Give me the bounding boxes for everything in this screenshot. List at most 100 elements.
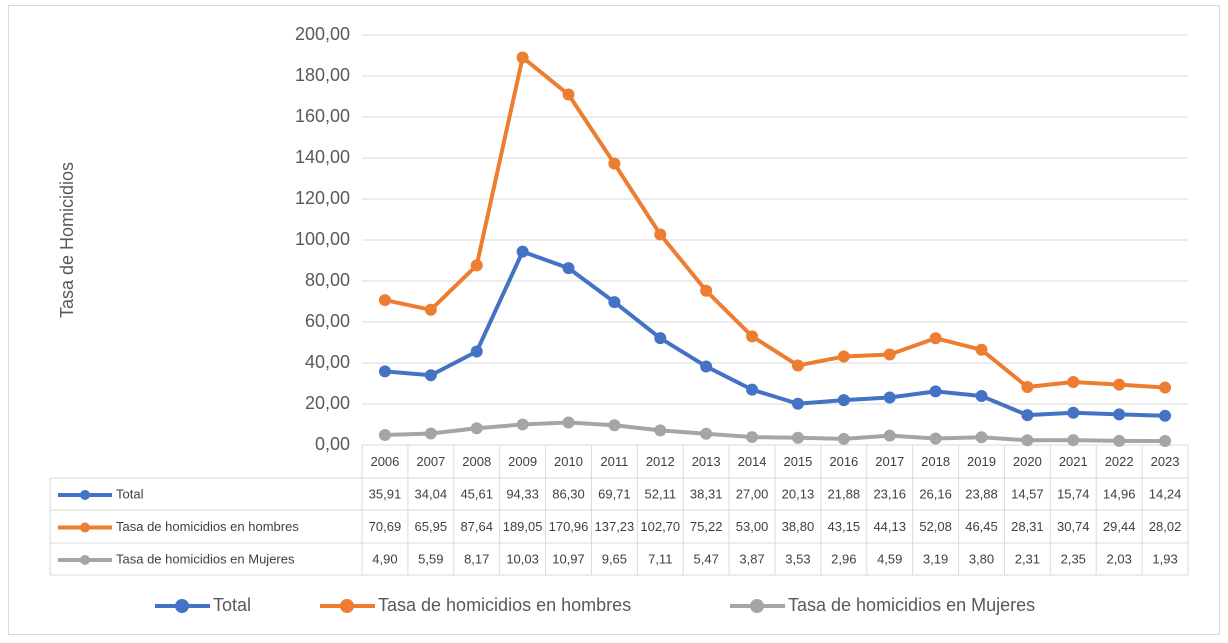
table-value: 53,00	[736, 519, 769, 534]
marker	[562, 88, 575, 101]
marker	[516, 418, 529, 431]
marker	[516, 245, 529, 258]
marker	[929, 332, 942, 345]
marker	[1067, 434, 1080, 447]
marker	[791, 431, 804, 444]
marker	[1067, 406, 1080, 419]
x-tick-label: 2022	[1105, 454, 1134, 469]
x-tick-label: 2019	[967, 454, 996, 469]
table-row-label: Total	[116, 486, 144, 501]
table-value: 7,11	[648, 551, 672, 566]
marker	[608, 419, 621, 432]
table-row-label: Tasa de homicidios en Mujeres	[116, 551, 295, 566]
marker	[378, 294, 391, 307]
x-tick-label: 2016	[829, 454, 858, 469]
table-value: 21,88	[828, 486, 861, 501]
y-axis-title: Tasa de Homicidios	[57, 162, 77, 318]
table-value: 23,16	[873, 486, 906, 501]
marker	[470, 345, 483, 358]
marker	[470, 259, 483, 272]
table-value: 46,45	[965, 519, 998, 534]
marker	[700, 427, 713, 440]
marker	[929, 385, 942, 398]
marker	[1159, 409, 1172, 422]
marker	[837, 432, 850, 445]
table-value: 28,02	[1149, 519, 1182, 534]
legend-label: Tasa de homicidios en hombres	[378, 595, 631, 615]
marker	[746, 330, 759, 343]
marker	[378, 365, 391, 378]
marker	[975, 390, 988, 403]
x-tick-label: 2012	[646, 454, 675, 469]
table-value: 44,13	[873, 519, 906, 534]
legend-key	[175, 599, 189, 613]
table-value: 29,44	[1103, 519, 1136, 534]
marker	[1159, 381, 1172, 394]
x-tick-label: 2010	[554, 454, 583, 469]
marker	[654, 228, 667, 241]
x-tick-label: 2013	[692, 454, 721, 469]
marker	[883, 391, 896, 404]
table-value: 69,71	[598, 486, 631, 501]
y-tick-label: 60,00	[305, 311, 350, 331]
x-tick-label: 2007	[416, 454, 445, 469]
table-value: 1,93	[1152, 551, 1177, 566]
marker	[654, 332, 667, 345]
table-value: 28,31	[1011, 519, 1044, 534]
table-value: 189,05	[503, 519, 543, 534]
table-value: 52,11	[644, 486, 676, 501]
marker	[929, 432, 942, 445]
legend-label: Tasa de homicidios en Mujeres	[788, 595, 1035, 615]
x-tick-label: 2006	[370, 454, 399, 469]
x-tick-label: 2021	[1059, 454, 1088, 469]
series-line	[384, 249, 1166, 418]
table-value: 14,96	[1103, 486, 1136, 501]
marker	[1021, 380, 1034, 393]
marker	[700, 360, 713, 373]
marker	[1067, 375, 1080, 388]
marker	[378, 428, 391, 441]
x-tick-label: 2008	[462, 454, 491, 469]
marker	[791, 359, 804, 372]
marker	[883, 348, 896, 361]
table-value: 75,22	[690, 519, 723, 534]
x-tick-label: 2018	[921, 454, 950, 469]
marker	[975, 343, 988, 356]
marker	[1113, 434, 1126, 447]
table-value: 102,70	[640, 519, 680, 534]
y-tick-label: 40,00	[305, 352, 350, 372]
marker	[1021, 434, 1034, 447]
marker	[700, 284, 713, 297]
table-value: 34,04	[415, 486, 448, 501]
table-value: 65,95	[415, 519, 448, 534]
table-value: 45,61	[460, 486, 493, 501]
marker	[791, 397, 804, 410]
table-value: 2,31	[1015, 551, 1040, 566]
marker	[883, 429, 896, 442]
y-tick-label: 180,00	[295, 65, 350, 85]
table-legend-key	[80, 522, 90, 533]
table-value: 14,24	[1149, 486, 1182, 501]
marker	[975, 431, 988, 444]
table-value: 38,80	[782, 519, 815, 534]
y-tick-label: 0,00	[315, 434, 350, 454]
table-value: 2,03	[1107, 551, 1132, 566]
marker	[424, 427, 437, 440]
marker	[1113, 378, 1126, 391]
marker	[424, 369, 437, 382]
legend-key	[340, 599, 354, 613]
marker	[837, 350, 850, 363]
marker	[746, 431, 759, 444]
marker	[608, 296, 621, 309]
marker	[1113, 408, 1126, 421]
table-value: 27,00	[736, 486, 769, 501]
marker	[562, 416, 575, 429]
table-value: 5,59	[418, 551, 443, 566]
marker	[746, 383, 759, 396]
table-value: 38,31	[690, 486, 723, 501]
table-row-label: Tasa de homicidios en hombres	[116, 519, 299, 534]
x-tick-label: 2014	[738, 454, 767, 469]
legend-label: Total	[213, 595, 251, 615]
table-value: 10,97	[552, 551, 585, 566]
legend-key	[750, 599, 764, 613]
